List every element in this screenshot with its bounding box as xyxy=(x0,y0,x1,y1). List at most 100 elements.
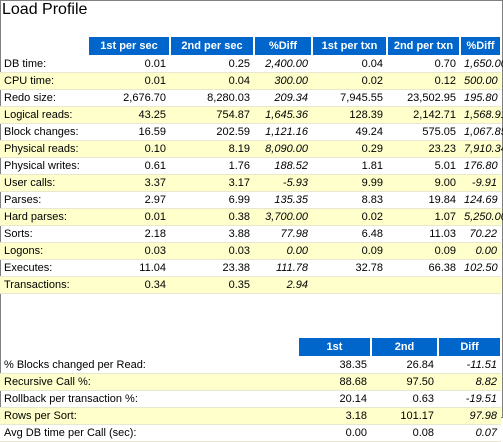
table-cell: 5.01 xyxy=(387,158,460,175)
table-row: Physical reads: 0.10 8.19 8,090.00 0.29 23.23… xyxy=(0,141,503,158)
table-row: Avg DB time per Call (sec): 0.00 0.08 0.07 xyxy=(0,425,501,442)
row-label: User calls: xyxy=(0,175,88,192)
table-cell: -19.51 xyxy=(438,391,501,408)
table-cell: 88.68 xyxy=(298,374,371,391)
table-cell: 0.02 xyxy=(312,73,387,90)
table-cell: 20.14 xyxy=(298,391,371,408)
table-cell: 23.38 xyxy=(170,260,254,277)
ratios-header-row: 1st 2nd Diff xyxy=(0,337,501,357)
table-cell: 0.01 xyxy=(88,56,170,73)
table-cell: 0.61 xyxy=(88,158,170,175)
table-cell xyxy=(460,277,501,294)
table-row: Executes: 11.04 23.38 111.78 32.78 66.38 102.5… xyxy=(0,260,501,277)
row-label: Logical reads: xyxy=(0,107,88,124)
table-cell: 2.97 xyxy=(88,192,170,209)
table-cell: 66.38 xyxy=(387,260,460,277)
table-cell: 3.17 xyxy=(170,175,254,192)
table-cell: 2,400.00 xyxy=(254,56,312,73)
table-cell: 7,945.55 xyxy=(312,90,387,107)
table-cell: 1,067.85 xyxy=(460,124,503,141)
table-cell: 0.07 xyxy=(438,425,501,442)
table-cell: 300.00 xyxy=(254,73,312,90)
page-title: Load Profile xyxy=(2,1,88,18)
table-cell: 135.35 xyxy=(254,192,312,209)
table-cell: 0.29 xyxy=(312,141,387,158)
table-cell: 32.78 xyxy=(312,260,387,277)
table-row: Rows per Sort: 3.18 101.17 97.98 xyxy=(0,408,501,425)
table-cell: 70.22 xyxy=(460,226,501,243)
table-cell: 2,676.70 xyxy=(88,90,170,107)
table-row: Block changes: 16.59 202.59 1,121.16 49.24 57… xyxy=(0,124,503,141)
table-cell: 43.25 xyxy=(88,107,170,124)
table-cell: -5.93 xyxy=(254,175,312,192)
table-cell: 128.39 xyxy=(312,107,387,124)
header-2nd-per-sec: 2nd per sec xyxy=(170,36,254,56)
table-cell: 97.98 xyxy=(438,408,501,425)
table-row: Redo size: 2,676.70 8,280.03 209.34 7,945.55… xyxy=(0,90,501,107)
row-label: Block changes: xyxy=(0,124,88,141)
table-row: % Blocks changed per Read: 38.35 26.84 -11.… xyxy=(0,357,501,374)
ratios-table: 1st 2nd Diff % Blocks changed per Read: 3… xyxy=(0,337,501,442)
table-row: DB time: 0.01 0.25 2,400.00 0.04 0.70 1,650.00 xyxy=(0,56,503,73)
table-cell: 0.03 xyxy=(88,243,170,260)
table-row: Hard parses: 0.01 0.38 3,700.00 0.02 1.07 5,25… xyxy=(0,209,503,226)
table-cell: 0.09 xyxy=(312,243,387,260)
table-cell: 1,650.00 xyxy=(460,56,503,73)
table-cell: 97.50 xyxy=(371,374,438,391)
table-cell: 1,645.36 xyxy=(254,107,312,124)
table-cell: 8.82 xyxy=(438,374,501,391)
table-row: Logons: 0.03 0.03 0.00 0.09 0.09 0.00 xyxy=(0,243,501,260)
table-cell: 0.03 xyxy=(170,243,254,260)
table-cell: 11.03 xyxy=(387,226,460,243)
row-label: % Blocks changed per Read: xyxy=(0,357,298,374)
table-cell: 0.63 xyxy=(371,391,438,408)
table-cell: 19.84 xyxy=(387,192,460,209)
load-profile-table: 1st per sec 2nd per sec %Diff 1st per tx… xyxy=(0,36,503,294)
table-row: CPU time: 0.01 0.04 300.00 0.02 0.12 500.00 xyxy=(0,73,501,90)
table-cell: -11.51 xyxy=(438,357,501,374)
header-2nd: 2nd xyxy=(371,337,438,357)
table-row: Recursive Call %: 88.68 97.50 8.82 xyxy=(0,374,501,391)
row-label: Rows per Sort: xyxy=(0,408,298,425)
row-label: Physical reads: xyxy=(0,141,88,158)
table-cell: 3.18 xyxy=(298,408,371,425)
header-pct-diff-sec: %Diff xyxy=(254,36,312,56)
table-cell: 500.00 xyxy=(460,73,501,90)
table-cell: 1,121.16 xyxy=(254,124,312,141)
table-cell: -9.91 xyxy=(460,175,501,192)
table-cell: 0.34 xyxy=(88,277,170,294)
table-cell: 9.99 xyxy=(312,175,387,192)
header-blank xyxy=(0,36,88,56)
table-cell: 0.70 xyxy=(387,56,460,73)
table-cell: 2,142.71 xyxy=(387,107,460,124)
header-1st: 1st xyxy=(298,337,371,357)
table-cell: 38.35 xyxy=(298,357,371,374)
table-cell: 5,250.00 xyxy=(460,209,503,226)
table-cell: 102.50 xyxy=(460,260,501,277)
table-cell: 7,910.34 xyxy=(460,141,503,158)
table-cell xyxy=(312,277,387,294)
row-label: Rollback per transaction %: xyxy=(0,391,298,408)
table-row: Physical writes: 0.61 1.76 188.52 1.81 5.01 17… xyxy=(0,158,501,175)
header-blank xyxy=(0,337,298,357)
table-cell: 0.12 xyxy=(387,73,460,90)
table-cell: 6.99 xyxy=(170,192,254,209)
table-row: Logical reads: 43.25 754.87 1,645.36 128.39 2… xyxy=(0,107,503,124)
table-cell: 0.04 xyxy=(312,56,387,73)
table-cell: 26.84 xyxy=(371,357,438,374)
table-cell: 2.18 xyxy=(88,226,170,243)
row-label: Avg DB time per Call (sec): xyxy=(0,425,298,442)
table-cell: 0.01 xyxy=(88,209,170,226)
table-cell: 1.07 xyxy=(387,209,460,226)
row-label: Redo size: xyxy=(0,90,88,107)
table-cell: 11.04 xyxy=(88,260,170,277)
table-cell: 0.25 xyxy=(170,56,254,73)
table-cell: 188.52 xyxy=(254,158,312,175)
table-cell: 16.59 xyxy=(88,124,170,141)
table-cell: 23.23 xyxy=(387,141,460,158)
table-cell: 3.88 xyxy=(170,226,254,243)
table-cell: 3.37 xyxy=(88,175,170,192)
table-cell: 0.00 xyxy=(460,243,501,260)
table-cell: 1,568.91 xyxy=(460,107,503,124)
table-cell: 0.02 xyxy=(312,209,387,226)
